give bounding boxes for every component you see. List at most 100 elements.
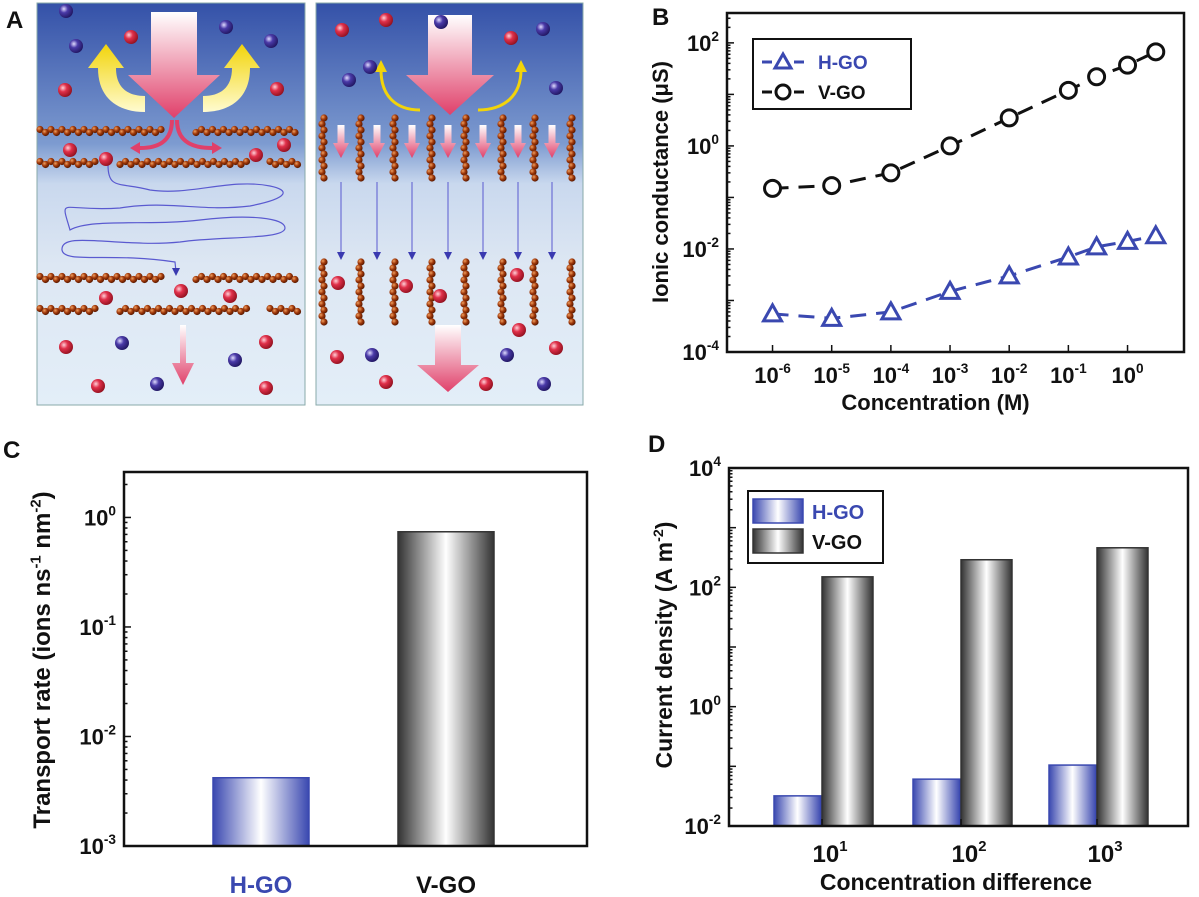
graphene-atom [462, 114, 470, 122]
graphene-atom [230, 272, 239, 281]
x-tick-label: 10-3 [932, 361, 969, 388]
graphene-atom [318, 156, 326, 164]
graphene-atom [320, 150, 328, 158]
graphene-atom [531, 114, 539, 122]
graphene-atom [531, 138, 539, 146]
graphene-atom [52, 307, 61, 316]
series-v-go [821, 547, 1149, 827]
arrowhead-icon [514, 252, 522, 260]
graphene-atom [497, 144, 505, 152]
x-category-label-exponent: 1 [839, 839, 847, 855]
graphene-atom [566, 168, 574, 176]
x-category-label: H-GO [230, 872, 293, 897]
graphene-atom [531, 282, 539, 290]
x-tick-label-exponent: -4 [897, 361, 910, 376]
graphene-atom [391, 282, 399, 290]
graphene-sheet-vertical [497, 114, 507, 182]
graphene-atom [121, 157, 130, 166]
graphene-atom [241, 272, 250, 281]
graphene-atom [118, 275, 127, 284]
graphene-sheet-vertical [460, 114, 470, 182]
series-line [772, 50, 1157, 190]
y-tick-label-exponent: -2 [707, 235, 720, 250]
graphene-atom [568, 114, 576, 122]
anion-icon [150, 377, 164, 391]
cation-icon [58, 83, 72, 97]
graphene-atom [263, 272, 272, 281]
data-point-triangle [1144, 223, 1168, 245]
graphene-atom [203, 275, 211, 284]
graphene-atom [74, 307, 83, 316]
schematic-panel-a [36, 2, 584, 406]
graphene-atom [497, 288, 505, 296]
graphene-atom [176, 157, 185, 166]
bar-v-go [960, 558, 1013, 827]
y-tick-label-base: 10 [79, 834, 103, 859]
graphene-atom [531, 294, 539, 302]
graphene-atom [428, 126, 436, 134]
graphene-atom [391, 318, 399, 326]
flow-arrow-large-icon [406, 15, 494, 115]
x-tick-label: 10-2 [991, 361, 1028, 388]
graphene-atom [63, 160, 72, 169]
graphene-atom [391, 114, 399, 122]
graphene-atom [389, 168, 397, 176]
graphene-atom [426, 312, 434, 320]
legend-marker-triangle [772, 50, 794, 70]
deflection-arrow-icon [379, 69, 421, 112]
y-axis-label-text: ) [651, 522, 677, 530]
graphene-atom [237, 307, 245, 316]
x-tick-label: 10-1 [1050, 361, 1087, 388]
data-point-triangle [879, 299, 903, 321]
legend-label: V-GO [818, 83, 866, 104]
graphene-atom [497, 312, 505, 320]
graphene-atom [198, 157, 207, 166]
graphene-atom [127, 160, 135, 169]
graphene-atom [247, 275, 255, 284]
graphene-atom [529, 144, 537, 152]
graphene-atom [428, 114, 436, 122]
graphene-atom [204, 160, 212, 169]
graphene-atom [499, 318, 507, 326]
graphene-atom [428, 318, 436, 326]
graphene-atom [135, 125, 143, 134]
graphene-atom [355, 288, 363, 296]
legend-label: V-GO [812, 532, 862, 554]
graphene-atom [165, 157, 174, 166]
graphene-atom [214, 275, 222, 284]
graphene-atom [568, 258, 576, 266]
graphene-atom [124, 125, 132, 134]
channel-flow-arrow-icon [440, 125, 456, 158]
graphene-atom [85, 275, 94, 284]
graphene-atom [391, 162, 399, 170]
graphene-atom [499, 258, 507, 266]
graphene-atom [129, 128, 138, 137]
graphene-atom [69, 304, 77, 313]
panel-label-d: D [648, 431, 665, 458]
graphene-atom [357, 282, 365, 290]
graphene-atom [157, 272, 165, 281]
graphene-atom [568, 270, 576, 278]
lateral-flow-arrow-icon [139, 119, 174, 150]
channel-flow-arrow-icon [369, 125, 385, 158]
flow-arrow-small-icon [172, 325, 194, 385]
graphene-atom [41, 160, 50, 169]
graphene-atom [568, 294, 576, 302]
graphene-atom [462, 306, 470, 314]
cation-icon [174, 284, 188, 298]
graphene-atom [428, 270, 436, 278]
graphene-sheet-vertical [497, 258, 507, 326]
graphene-atom [269, 128, 277, 137]
graphene-atom [529, 132, 537, 140]
anion-icon [264, 34, 278, 48]
x-tick-label-exponent: 0 [1136, 361, 1144, 376]
y-tick-label-exponent: 0 [108, 504, 116, 519]
graphene-atom [135, 272, 143, 281]
graphene-atom [428, 162, 436, 170]
graphene-atom [357, 306, 365, 314]
graphene-atom [140, 275, 149, 284]
channel-flow-arrow-icon [333, 125, 349, 158]
graphene-atom [274, 272, 283, 281]
graphene-atom [460, 120, 468, 128]
graphene-atom [318, 276, 326, 284]
